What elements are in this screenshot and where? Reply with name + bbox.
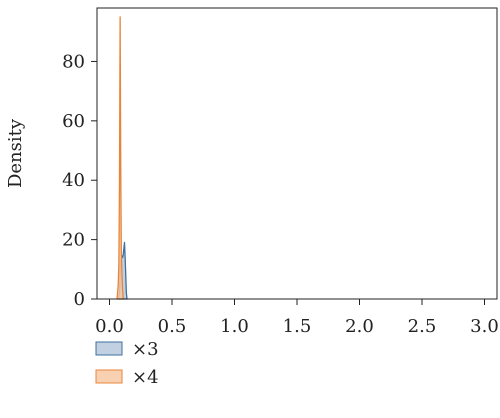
x-tick-label: 1.5 <box>283 316 312 337</box>
legend-label-2: ×4 <box>132 367 159 388</box>
legend: ×3×4 <box>95 339 159 388</box>
legend-swatch-2 <box>95 369 123 384</box>
y-tick-label: 20 <box>62 230 85 251</box>
legend-label-1: ×3 <box>132 339 159 360</box>
plot-area <box>116 16 128 300</box>
x-tick-label: 0.5 <box>158 316 187 337</box>
y-tick-label: 40 <box>62 170 85 191</box>
x-tick-label: 2.5 <box>408 316 437 337</box>
y-tick-label: 80 <box>62 51 85 72</box>
x-tick-label: 2.0 <box>345 316 374 337</box>
x-tick-label: 3.0 <box>470 316 499 337</box>
y-tick-label: 0 <box>74 289 85 310</box>
legend-swatch-1 <box>95 341 123 356</box>
x-tick-label: 1.0 <box>220 316 249 337</box>
y-tick-label: 60 <box>62 111 85 132</box>
x-tick-label: 0.0 <box>95 316 124 337</box>
axes: 0.0 0.5 1.0 1.5 2.0 2.5 3.0 0 20 40 60 80 Density <box>5 7 499 337</box>
y-axis-title: Density <box>5 118 26 188</box>
series-area-2 <box>116 16 124 300</box>
axes-frame <box>96 7 498 300</box>
